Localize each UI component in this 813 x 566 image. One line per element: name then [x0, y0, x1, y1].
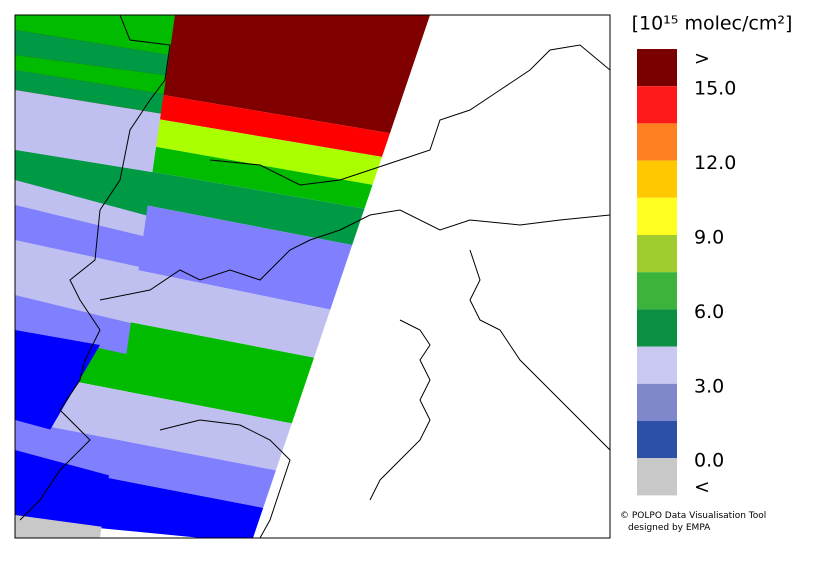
legend-swatch: [637, 235, 677, 273]
legend-swatch: [637, 272, 677, 310]
legend-label: 9.0: [694, 227, 724, 249]
legend-label: <: [694, 476, 710, 498]
legend-swatch: [637, 309, 677, 347]
legend-label: 0.0: [694, 450, 724, 472]
legend-swatch: [637, 458, 677, 496]
legend: [10¹⁵ molec/cm²] >15.0 12.0 9.0 6.0 3.0 0.0 <: [632, 13, 793, 498]
legend-swatch: [637, 421, 677, 459]
map: [15, 15, 610, 538]
legend-label: 12.0: [694, 152, 736, 174]
legend-label: 3.0: [694, 375, 724, 397]
legend-swatch: [637, 160, 677, 198]
country-borders: [19, 15, 610, 538]
legend-swatch: [637, 123, 677, 161]
legend-title: [10¹⁵ molec/cm²]: [632, 13, 793, 35]
map-frame: [14, 14, 611, 539]
credit: © POLPO Data Visualisation Tool: [620, 511, 766, 521]
legend-swatch: [637, 346, 677, 384]
legend-swatch: [637, 197, 677, 235]
legend-label: >: [694, 48, 710, 70]
legend-label: 15.0: [694, 78, 736, 100]
credit: designed by EMPA: [628, 523, 711, 533]
legend-label: 6.0: [694, 301, 724, 323]
legend-swatch: [637, 86, 677, 124]
legend-swatch: [637, 49, 677, 87]
legend-swatch: [637, 383, 677, 421]
